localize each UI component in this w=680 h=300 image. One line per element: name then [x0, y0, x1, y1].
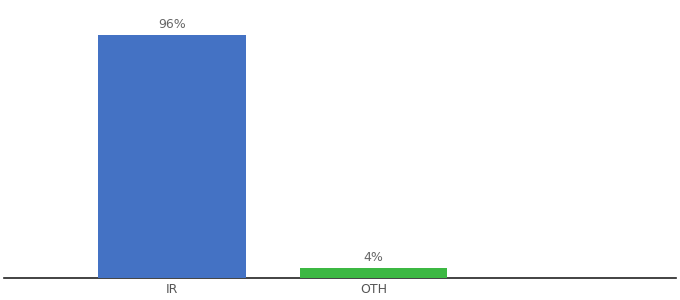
- Bar: [300, 268, 447, 278]
- Text: 96%: 96%: [158, 18, 186, 31]
- Bar: [98, 34, 246, 278]
- Text: 4%: 4%: [364, 251, 384, 264]
